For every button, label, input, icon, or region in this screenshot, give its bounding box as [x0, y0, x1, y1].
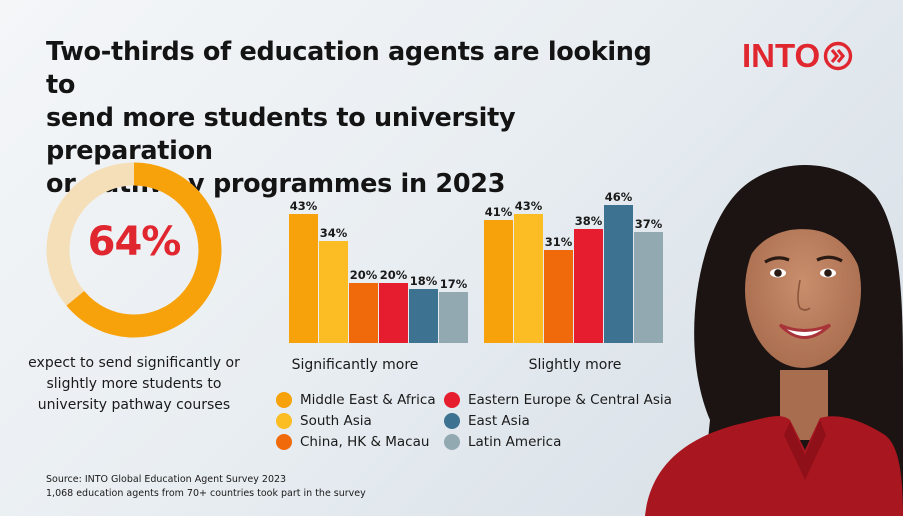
category-label: Significantly more — [292, 357, 419, 373]
bar-3-1 — [574, 229, 603, 343]
donut-caption: expect to send significantly or slightly… — [26, 353, 242, 416]
donut-value: 64% — [87, 219, 182, 265]
bar-value-label: 18% — [410, 274, 438, 288]
bar-value-label: 41% — [485, 205, 513, 219]
legend-dot — [444, 413, 460, 429]
source-note: Source: INTO Global Education Agent Surv… — [46, 473, 366, 501]
bar-1-0 — [319, 241, 348, 343]
bar-4-0 — [409, 289, 438, 343]
bar-0-1 — [484, 220, 513, 343]
legend-dot — [276, 392, 292, 408]
bar-5-0 — [439, 292, 468, 343]
bar-value-label: 31% — [545, 235, 573, 249]
legend-label: South Asia — [300, 413, 372, 429]
legend-item-east-asia: East Asia — [444, 413, 530, 429]
bar-value-label: 46% — [605, 190, 633, 204]
legend-label: Latin America — [468, 434, 562, 450]
legend-label: East Asia — [468, 413, 530, 429]
bar-value-label: 20% — [380, 268, 408, 282]
legend: Middle East & Africa South Asia China, H… — [276, 392, 696, 456]
logo-text: INTO — [742, 37, 821, 74]
donut-caption-line-2: slightly more students to — [46, 376, 222, 392]
donut-arc — [46, 162, 222, 338]
into-logo: INTO — [742, 38, 853, 74]
bar-value-label: 17% — [440, 277, 468, 291]
legend-dot — [444, 434, 460, 450]
legend-item-latin-america: Latin America — [444, 434, 561, 450]
double-chevron-right-icon — [824, 41, 853, 71]
bar-2-1 — [544, 250, 573, 343]
bar-4-1 — [604, 205, 633, 343]
bar-value-label: 38% — [575, 214, 603, 228]
source-line-1: Source: INTO Global Education Agent Surv… — [46, 474, 287, 485]
legend-item-china-hk-macau: China, HK & Macau — [276, 434, 429, 450]
bar-2-0 — [349, 283, 378, 343]
bar-value-label: 43% — [290, 199, 318, 213]
legend-item-eastern-europe-central-asia: Eastern Europe & Central Asia — [444, 392, 672, 408]
headline-line-1: Two-thirds of education agents are looki… — [46, 37, 652, 100]
legend-label: China, HK & Macau — [300, 434, 430, 450]
category-label: Slightly more — [529, 357, 622, 373]
bar-0-0 — [289, 214, 318, 343]
legend-dot — [276, 413, 292, 429]
bar-value-label: 34% — [320, 226, 348, 240]
legend-label: Middle East & Africa — [300, 392, 436, 408]
donut-chart — [46, 162, 222, 338]
donut-caption-line-1: expect to send significantly or — [28, 355, 240, 371]
legend-dot — [444, 392, 460, 408]
source-line-2: 1,068 education agents from 70+ countrie… — [46, 488, 366, 499]
donut-caption-line-3: university pathway courses — [37, 397, 231, 413]
headline-line-2: send more students to university prepara… — [46, 103, 516, 166]
person-photo — [645, 165, 903, 516]
bar-value-label: 20% — [350, 268, 378, 282]
legend-label: Eastern Europe & Central Asia — [468, 392, 672, 408]
bar-1-1 — [514, 214, 543, 343]
legend-item-south-asia: South Asia — [276, 413, 372, 429]
bar-5-1 — [634, 232, 663, 343]
legend-item-middle-east-africa: Middle East & Africa — [276, 392, 436, 408]
legend-dot — [276, 434, 292, 450]
bar-value-label: 43% — [515, 199, 543, 213]
bar-value-label: 37% — [635, 217, 663, 231]
bar-3-0 — [379, 283, 408, 343]
bar-chart: 43% 41%34%43%20%31%20%38%18%46%17%37%Sign… — [289, 190, 663, 373]
